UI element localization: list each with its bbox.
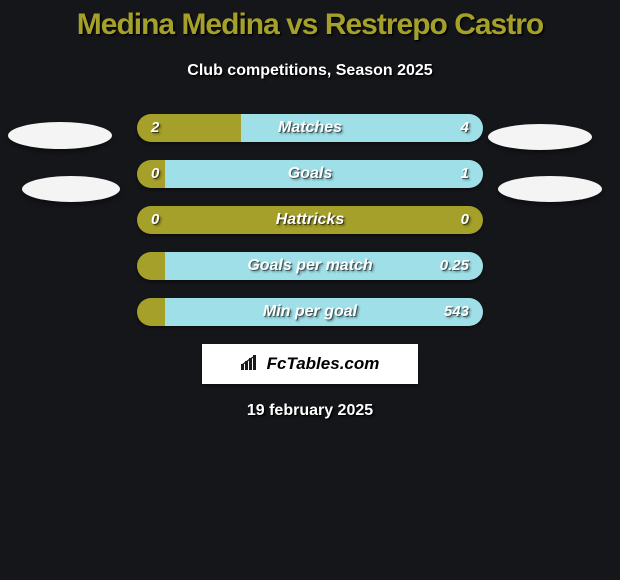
chart-row: Hattricks0 0 bbox=[137, 206, 483, 234]
chart-row: Min per goal543 bbox=[137, 298, 483, 326]
chart-row: Goals0 1 bbox=[137, 160, 483, 188]
bar-label: Min per goal bbox=[137, 298, 483, 326]
bar-label: Goals per match bbox=[137, 252, 483, 280]
bar-label: Matches bbox=[137, 114, 483, 142]
comparison-chart: Matches24Goals01Hattricks00Goals per mat… bbox=[137, 114, 483, 326]
bar-value-left: 0 bbox=[151, 206, 159, 234]
decoration-oval bbox=[8, 122, 112, 149]
bar-value-right: 4 bbox=[461, 114, 469, 142]
bar-value-right: 0.25 bbox=[440, 252, 469, 280]
brand-text: FcTables.com bbox=[267, 354, 380, 374]
bar-value-right: 543 bbox=[444, 298, 469, 326]
date-text: 19 february 2025 bbox=[0, 402, 620, 420]
bar-label: Hattricks bbox=[137, 206, 483, 234]
bar-value-left: 2 bbox=[151, 114, 159, 142]
bar-value-right: 1 bbox=[461, 160, 469, 188]
chart-row: Matches2 4 bbox=[137, 114, 483, 142]
bars-icon bbox=[241, 354, 261, 375]
bar-value-left: 0 bbox=[151, 160, 159, 188]
bar-value-right: 0 bbox=[461, 206, 469, 234]
decoration-oval bbox=[22, 176, 120, 202]
decoration-oval bbox=[488, 124, 592, 150]
decoration-oval bbox=[498, 176, 602, 202]
bar-label: Goals bbox=[137, 160, 483, 188]
chart-row: Goals per match0.25 bbox=[137, 252, 483, 280]
comparison-subtitle: Club competitions, Season 2025 bbox=[0, 62, 620, 80]
comparison-title: Medina Medina vs Restrepo Castro bbox=[0, 0, 620, 42]
brand-box: FcTables.com bbox=[202, 344, 418, 384]
